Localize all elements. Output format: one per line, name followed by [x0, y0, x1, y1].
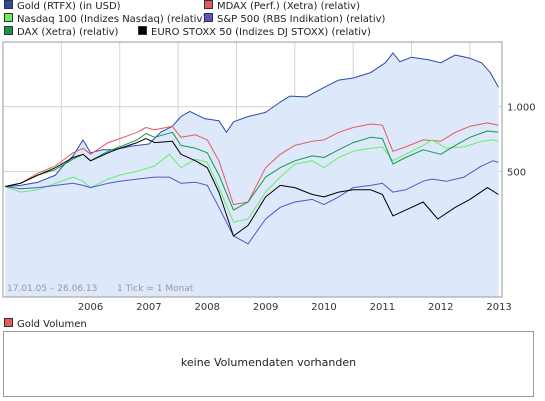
legend-swatch-nasdaq: [4, 13, 13, 22]
legend-swatch-eurostoxx: [138, 26, 147, 35]
chart-legend: Gold (RTFX) (in USD) MDAX (Perf.) (Xetra…: [4, 0, 524, 40]
legend-label-gold: Gold (RTFX) (in USD): [17, 1, 121, 12]
volume-message: keine Volumendaten vorhanden: [180, 356, 357, 369]
legend-swatch-mdax: [204, 0, 213, 9]
x-tick-label: 2006: [78, 302, 103, 313]
x-tick-label: 2009: [253, 302, 278, 313]
legend-item-eurostoxx: EURO STOXX 50 (Indizes DJ STOXX) (relati…: [138, 26, 371, 39]
legend-label-nasdaq: Nasdaq 100 (Indizes Nasdaq) (relativ): [17, 14, 207, 25]
legend-item-sp500: S&P 500 (RBS Indikation) (relativ): [204, 13, 385, 26]
x-tick-label: 2007: [136, 302, 161, 313]
volume-swatch: [4, 318, 13, 327]
volume-label: Gold Volumen: [17, 319, 87, 330]
x-tick-label: 2010: [311, 302, 336, 313]
volume-panel: keine Volumendaten vorhanden: [3, 331, 534, 397]
legend-item-mdax: MDAX (Perf.) (Xetra) (relativ): [204, 0, 360, 13]
series-line-nasdaq-100-indizes-nasdaq-relativ: [5, 139, 499, 223]
tick-info-label: 1 Tick = 1 Monat: [117, 284, 194, 294]
legend-label-sp500: S&P 500 (RBS Indikation) (relativ): [217, 14, 386, 25]
date-range-label: 17.01.05 – 26.06.13: [7, 284, 97, 294]
legend-item-gold: Gold (RTFX) (in USD): [4, 0, 121, 13]
x-tick-label: 2008: [195, 302, 220, 313]
x-tick-label: 2011: [370, 302, 395, 313]
price-chart: 2006 2007 2008 2009 2010 2011 2012 2013 500 1.000…: [2, 41, 536, 313]
legend-swatch-gold: [4, 0, 13, 9]
legend-label-mdax: MDAX (Perf.) (Xetra) (relativ): [217, 1, 360, 12]
series-lines: [5, 52, 499, 245]
legend-label-dax: DAX (Xetra) (relativ): [17, 27, 119, 38]
x-tick-label: 2012: [428, 302, 453, 313]
x-tick-label: 2013: [486, 302, 511, 313]
volume-legend: Gold Volumen: [4, 318, 87, 331]
y-tick-label: 1.000: [507, 103, 536, 114]
legend-swatch-dax: [4, 26, 13, 35]
legend-item-nasdaq: Nasdaq 100 (Indizes Nasdaq) (relativ): [4, 13, 206, 26]
legend-swatch-sp500: [204, 13, 213, 22]
series-line-mdax-perf-xetra-relativ: [5, 122, 499, 206]
legend-label-eurostoxx: EURO STOXX 50 (Indizes DJ STOXX) (relati…: [151, 27, 371, 38]
series-line-s-p-500-rbs-indikation-relativ: [5, 160, 499, 245]
axis-labels: 2006 2007 2008 2009 2010 2011 2012 2013 500 1.000: [78, 103, 536, 313]
legend-item-dax: DAX (Xetra) (relativ): [4, 26, 118, 39]
area-gold-rtfx-in-usd: [5, 52, 499, 298]
plot-frame: [2, 41, 503, 298]
series-line-euro-stoxx-50-indizes-dj-stoxx-relativ: [5, 138, 499, 237]
series-line-gold-rtfx-in-usd: [5, 52, 499, 187]
gold-area-fill: [5, 52, 499, 298]
y-tick-label: 500: [507, 167, 526, 178]
